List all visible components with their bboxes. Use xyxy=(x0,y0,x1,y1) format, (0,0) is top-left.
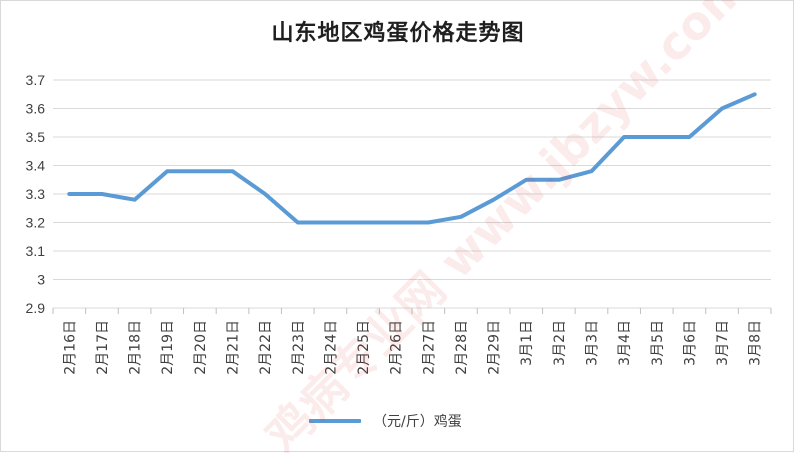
legend: （元/斤）鸡蛋 xyxy=(309,411,462,431)
x-tick-label: 3月5日 xyxy=(650,320,666,366)
y-tick-label: 3.5 xyxy=(26,129,46,145)
y-tick-label: 3.2 xyxy=(26,215,46,231)
x-tick-label: 3月6日 xyxy=(682,320,698,366)
y-tick-label: 3.3 xyxy=(26,186,46,202)
x-tick-label: 2月24日 xyxy=(323,320,339,375)
x-tick-label: 2月18日 xyxy=(128,320,144,375)
legend-swatch xyxy=(309,419,361,423)
line-chart: 2.9 3 3.1 3.2 3.3 3.4 3.5 3.6 3.7 2月16日 2月17日 2月18日… xyxy=(1,1,794,453)
x-tick-label: 3月2日 xyxy=(552,320,568,366)
y-tick-label: 2.9 xyxy=(26,300,46,316)
x-tick-label: 2月17日 xyxy=(95,320,111,375)
x-tick-label: 2月29日 xyxy=(487,320,503,375)
y-tick-label: 3.4 xyxy=(26,158,46,174)
y-tick-label: 3.1 xyxy=(26,243,46,259)
x-tick-label: 2月22日 xyxy=(258,320,274,375)
x-tick-label: 2月20日 xyxy=(193,320,209,375)
x-tick-label: 3月3日 xyxy=(585,320,601,366)
x-tick-label: 3月4日 xyxy=(617,320,633,366)
y-tick-label: 3.6 xyxy=(26,101,46,117)
x-tick-label: 2月23日 xyxy=(291,320,307,375)
legend-label: （元/斤）鸡蛋 xyxy=(373,411,462,431)
series-line xyxy=(69,94,754,222)
x-tick-label: 3月7日 xyxy=(715,320,731,366)
y-tick-label: 3 xyxy=(37,272,45,288)
x-tick-label: 2月21日 xyxy=(226,320,242,375)
y-tick-label: 3.7 xyxy=(26,72,46,88)
x-tick-label: 2月16日 xyxy=(62,320,78,375)
x-tick-label: 3月8日 xyxy=(748,320,764,366)
x-tick-label: 3月1日 xyxy=(519,320,535,366)
x-tick-label: 2月25日 xyxy=(356,320,372,375)
x-tick-label: 2月26日 xyxy=(389,320,405,375)
x-tick-label: 2月28日 xyxy=(454,320,470,375)
x-tick-label: 2月19日 xyxy=(160,320,176,375)
x-tick-label: 2月27日 xyxy=(421,320,437,375)
